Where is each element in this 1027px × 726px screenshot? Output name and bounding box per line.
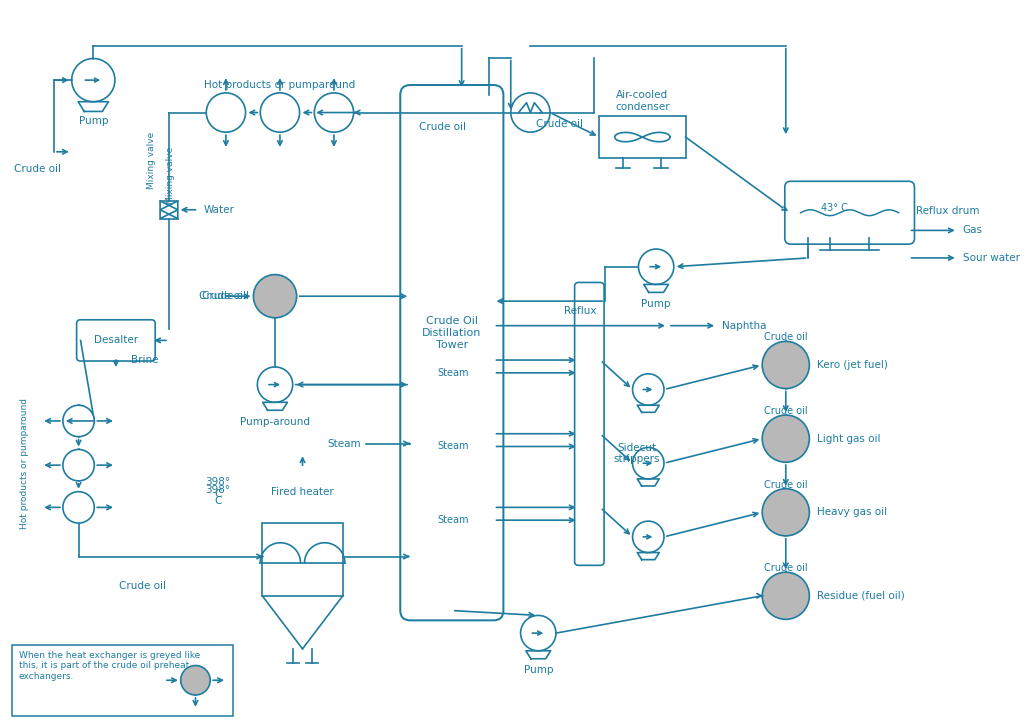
Circle shape [63,405,94,436]
Text: Crude oil: Crude oil [198,291,245,301]
Circle shape [181,666,211,695]
Text: Crude oil: Crude oil [764,563,807,574]
Circle shape [762,489,809,536]
Bar [599,116,686,158]
Text: Hot products or pumparound: Hot products or pumparound [21,398,29,529]
Text: Mixing valve: Mixing valve [166,147,176,204]
Text: Steam: Steam [438,441,469,452]
Text: Pump-around: Pump-around [240,417,310,427]
Text: Crude oil: Crude oil [764,406,807,416]
Text: Sidecut
strippers: Sidecut strippers [614,443,660,464]
Text: When the heat exchanger is greyed like
this, it is part of the crude oil preheat: When the heat exchanger is greyed like t… [18,650,200,680]
Text: Light gas oil: Light gas oil [817,433,881,444]
Text: 43° C: 43° C [822,203,848,213]
Text: Water: Water [203,205,234,215]
Text: Desalter: Desalter [93,335,138,346]
Bar [11,645,233,716]
Text: Brine: Brine [130,355,158,365]
Text: Crude Oil
Distillation
Tower: Crude Oil Distillation Tower [422,317,482,350]
Circle shape [63,449,94,481]
Circle shape [260,93,300,132]
Text: Fired heater: Fired heater [271,486,334,497]
Text: Sour water: Sour water [962,253,1020,263]
Circle shape [314,93,353,132]
Text: Steam: Steam [328,439,362,449]
Text: Crude oil: Crude oil [419,122,465,132]
Text: Mixing valve: Mixing valve [147,132,156,189]
Text: Crude oil: Crude oil [201,291,249,301]
Text: Crude oil: Crude oil [119,581,166,591]
Text: Residue (fuel oil): Residue (fuel oil) [817,591,905,601]
Text: Reflux drum: Reflux drum [916,205,980,216]
Text: Pump: Pump [78,116,108,126]
Text: Crude oil: Crude oil [764,333,807,343]
Text: Pump: Pump [524,666,553,675]
Text: Crude oil: Crude oil [13,163,61,174]
Text: Hot products or pumparound: Hot products or pumparound [204,80,355,90]
Text: 398°
C: 398° C [205,485,231,507]
Text: Pump: Pump [642,299,671,309]
Circle shape [762,572,809,619]
Text: Crude oil: Crude oil [536,119,583,129]
Text: Steam: Steam [438,515,469,525]
Text: Heavy gas oil: Heavy gas oil [817,507,887,518]
Text: Kero (jet fuel): Kero (jet fuel) [817,360,888,370]
Circle shape [63,492,94,523]
Text: Crude oil: Crude oil [764,480,807,490]
Text: 398°
C: 398° C [205,477,231,499]
Circle shape [206,93,245,132]
Text: Gas: Gas [962,225,983,235]
Text: Air-cooled
condenser: Air-cooled condenser [615,90,670,112]
Text: Reflux: Reflux [564,306,597,316]
Text: Steam: Steam [438,368,469,378]
Bar [262,523,343,596]
Circle shape [762,415,809,462]
Circle shape [254,274,297,318]
Circle shape [762,341,809,388]
Text: Naphtha: Naphtha [722,321,766,330]
